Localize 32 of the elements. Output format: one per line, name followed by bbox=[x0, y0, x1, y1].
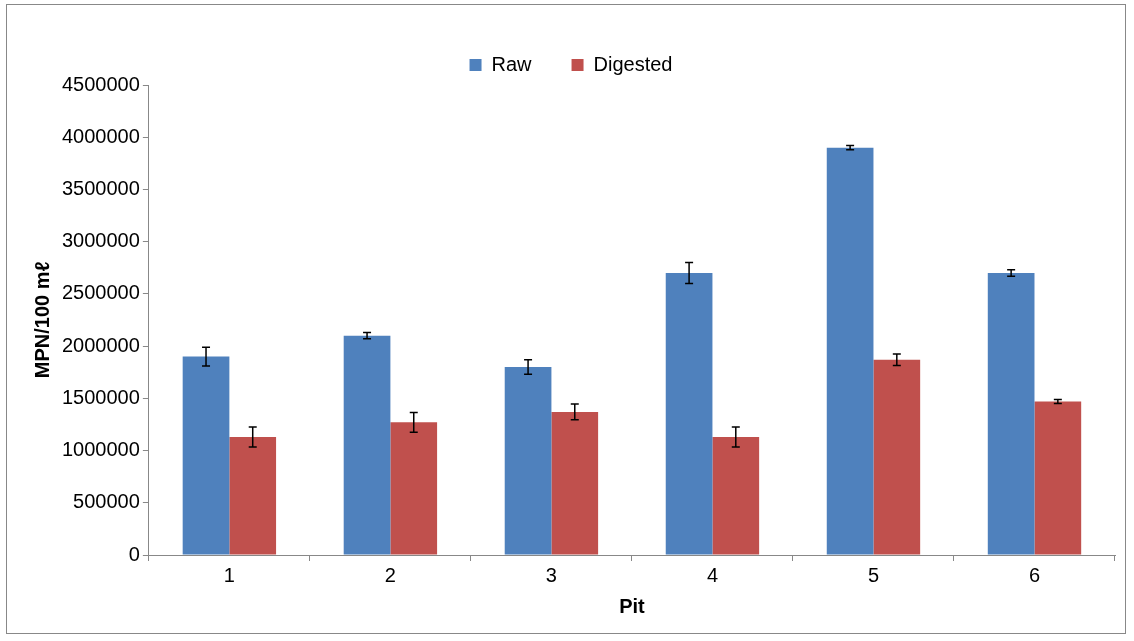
bar bbox=[390, 422, 438, 555]
bar bbox=[504, 367, 552, 555]
y-tick-label: 1500000 bbox=[61, 385, 140, 408]
x-tick-label: 6 bbox=[1028, 563, 1041, 586]
bar bbox=[551, 411, 599, 555]
bar bbox=[987, 273, 1035, 555]
legend-label: Digested bbox=[593, 52, 673, 75]
y-tick-label: 4500000 bbox=[61, 72, 140, 95]
y-tick-label: 1000000 bbox=[61, 438, 140, 461]
x-tick-label: 1 bbox=[223, 563, 235, 586]
y-tick-label: 0 bbox=[128, 542, 140, 565]
bar bbox=[712, 436, 760, 555]
legend-label: Raw bbox=[491, 52, 533, 75]
x-tick-label: 5 bbox=[867, 563, 880, 586]
x-axis-title: Pit bbox=[619, 594, 646, 617]
x-tick-label: 4 bbox=[706, 563, 718, 586]
y-tick-label: 4000000 bbox=[61, 124, 140, 147]
bar bbox=[343, 335, 391, 555]
x-tick-label: 2 bbox=[384, 563, 396, 586]
bar bbox=[826, 147, 874, 555]
bar bbox=[873, 359, 921, 555]
y-tick-label: 3000000 bbox=[61, 229, 140, 252]
bar bbox=[182, 356, 230, 555]
y-tick-label: 2500000 bbox=[61, 281, 140, 304]
bar bbox=[229, 436, 277, 555]
bar bbox=[665, 273, 713, 555]
y-tick-label: 3500000 bbox=[61, 176, 140, 199]
y-tick-label: 500000 bbox=[73, 490, 140, 513]
x-tick-label: 3 bbox=[545, 563, 557, 586]
bar bbox=[1034, 401, 1082, 555]
y-tick-label: 2000000 bbox=[61, 333, 140, 356]
y-axis-title: MPN/100 mℓ bbox=[30, 261, 53, 379]
